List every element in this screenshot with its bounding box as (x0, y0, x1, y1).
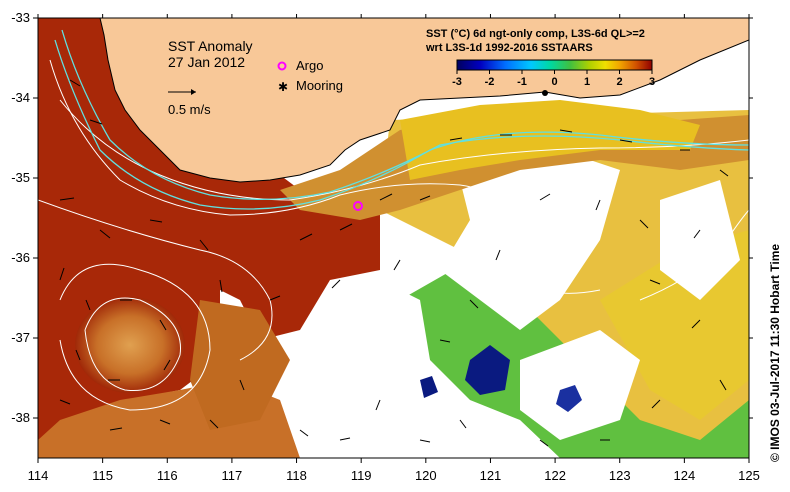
argo-legend-label: Argo (296, 58, 323, 73)
credit-text: © IMOS 03-Jul-2017 11:30 Hobart Time (768, 244, 782, 462)
map-area (38, 18, 749, 458)
cloud-gap-central (440, 150, 620, 330)
colorbar-tick-label: -1 (517, 76, 527, 88)
product-line-2: wrt L3S-1d 1992-2016 SSTAARS (425, 42, 593, 54)
colorbar-tick-label: -2 (485, 76, 495, 88)
colorbar-tick-label: 0 (551, 76, 557, 88)
velocity-arrows (59, 79, 729, 447)
colorbar-tick-label: 1 (584, 76, 590, 88)
y-tick-label: -36 (11, 250, 30, 265)
vector-scale-label: 0.5 m/s (168, 102, 211, 117)
colorbar-strip (456, 59, 653, 71)
x-tick-label: 124 (674, 468, 696, 483)
x-axis: 114 115 116 117 118 119 120 121 122 123 124 125 (28, 14, 760, 483)
cold-patch-small (556, 385, 582, 412)
x-tick-label: 125 (738, 468, 760, 483)
cold-patch-tiny (420, 376, 438, 398)
argo-legend-icon (277, 61, 287, 71)
x-tick-label: 114 (28, 468, 49, 483)
x-tick-label: 116 (157, 468, 178, 483)
map-frame (37, 17, 750, 459)
warm-region-south-center (190, 300, 290, 430)
map-date: 27 Jan 2012 (168, 54, 245, 70)
colorbar-tick-label: 2 (616, 76, 622, 88)
shelf-band-yellow (400, 100, 700, 180)
y-tick-label: -33 (11, 10, 30, 25)
y-tick-label: -35 (11, 170, 30, 185)
y-tick-label: -34 (11, 90, 30, 105)
product-line-1: SST (°C) 6d ngt-only comp, L3S-6d QL>=2 (426, 28, 645, 40)
colorbar-tick-label: 3 (649, 76, 655, 88)
x-tick-label: 121 (480, 468, 502, 483)
x-tick-label: 119 (351, 468, 372, 483)
x-tick-label: 118 (286, 468, 307, 483)
colorbar-tick-label: -3 (452, 76, 462, 88)
argo-marker (353, 201, 363, 211)
vector-scale: 0.5 m/s (168, 89, 211, 117)
x-tick-label: 115 (92, 468, 113, 483)
mooring-legend-label: Mooring (296, 78, 343, 93)
mooring-legend-icon: ✱ (278, 80, 288, 94)
colorbar: -3 -2 -1 0 1 2 3 (452, 59, 655, 88)
map-title: SST Anomaly (168, 38, 253, 54)
cloud-gap-southeast (520, 330, 640, 440)
cloud-gap-east (660, 180, 740, 300)
y-axis: -33-34-35-36-37-38 (11, 10, 753, 425)
land-mass (99, 18, 749, 183)
warm-eddy (75, 297, 185, 393)
y-tick-label: -38 (11, 410, 30, 425)
cold-patch (465, 345, 510, 395)
x-tick-label: 122 (544, 468, 566, 483)
x-tick-label: 123 (609, 468, 631, 483)
x-tick-label: 117 (222, 468, 243, 483)
x-tick-label: 120 (415, 468, 437, 483)
mooring-marker (542, 90, 548, 96)
y-tick-label: -37 (11, 330, 30, 345)
legend: Argo ✱ Mooring (277, 58, 343, 94)
